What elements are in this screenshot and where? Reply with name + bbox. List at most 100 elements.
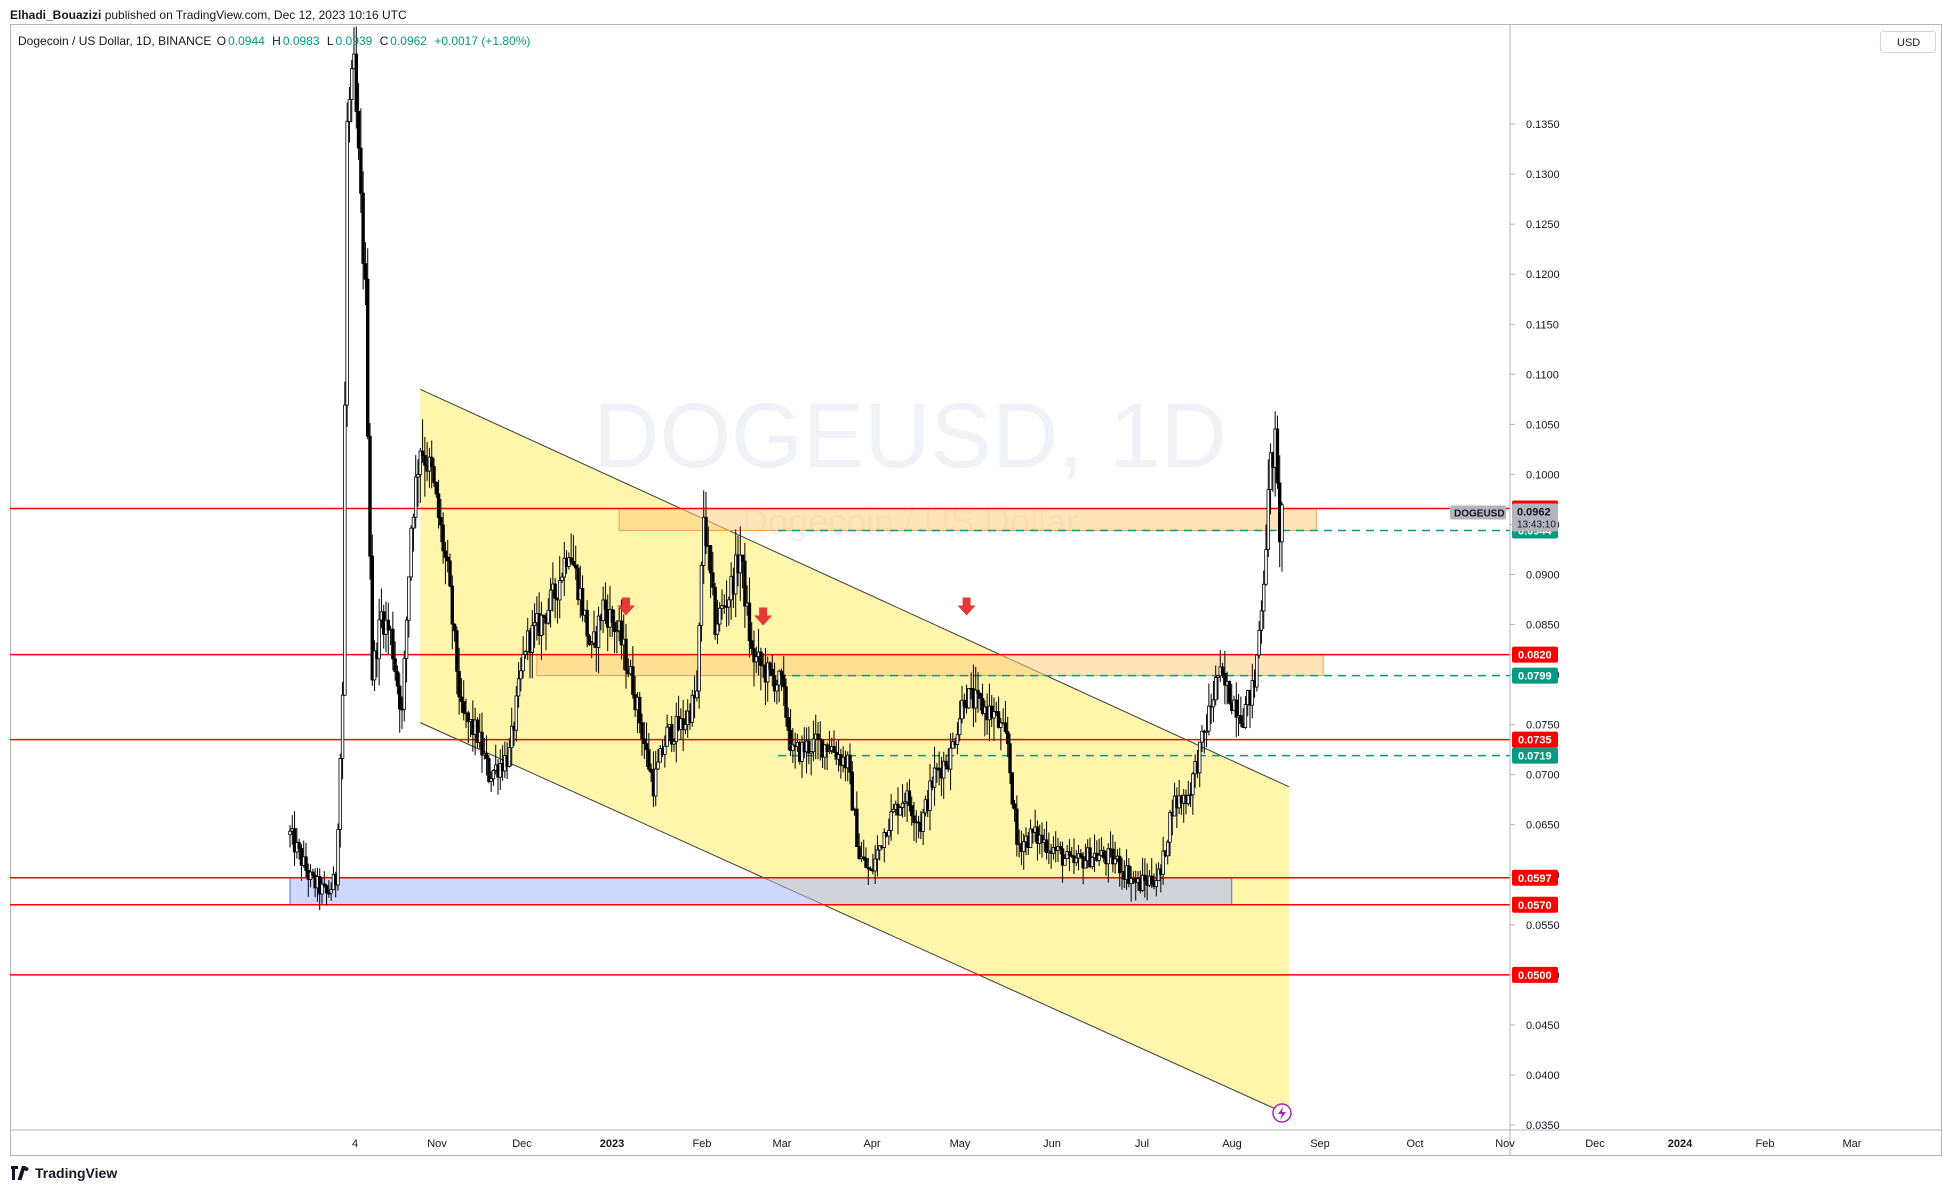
candle[interactable]	[1106, 843, 1110, 883]
candle[interactable]	[878, 845, 882, 861]
candle[interactable]	[601, 586, 605, 633]
candle[interactable]	[786, 707, 790, 751]
candle[interactable]	[1214, 665, 1218, 706]
candle[interactable]	[1207, 683, 1211, 736]
candle[interactable]	[784, 678, 788, 727]
candle[interactable]	[308, 864, 313, 888]
candle[interactable]	[480, 712, 484, 773]
candle[interactable]	[727, 596, 731, 626]
candle[interactable]	[288, 825, 292, 848]
candle[interactable]	[937, 751, 941, 786]
candle[interactable]	[452, 623, 457, 642]
candlestick-series[interactable]	[288, 26, 1284, 911]
candle[interactable]	[713, 583, 717, 640]
candle[interactable]	[448, 553, 452, 588]
candle[interactable]	[624, 623, 628, 689]
candle[interactable]	[740, 554, 745, 589]
candle[interactable]	[1060, 841, 1065, 883]
candle[interactable]	[350, 59, 354, 123]
candle[interactable]	[832, 730, 836, 753]
candle[interactable]	[347, 86, 352, 143]
candle[interactable]	[782, 656, 786, 706]
price-chart[interactable]: DOGEUSD, 1D Dogecoin / US Dollar 0.13500…	[10, 24, 1942, 1156]
candle[interactable]	[569, 533, 573, 565]
candle[interactable]	[1008, 733, 1012, 785]
candle[interactable]	[754, 646, 758, 673]
candle[interactable]	[1127, 858, 1131, 888]
candle[interactable]	[752, 630, 756, 687]
candle[interactable]	[1268, 443, 1273, 515]
candle[interactable]	[857, 833, 861, 860]
candle[interactable]	[359, 108, 363, 213]
candle[interactable]	[672, 738, 676, 752]
candle[interactable]	[738, 526, 742, 601]
candle[interactable]	[487, 755, 491, 784]
candle[interactable]	[320, 878, 324, 904]
candle[interactable]	[363, 242, 368, 306]
candle[interactable]	[1010, 772, 1014, 809]
candle[interactable]	[875, 835, 880, 877]
candle[interactable]	[441, 512, 445, 564]
candle[interactable]	[1250, 663, 1254, 719]
candle[interactable]	[457, 647, 461, 715]
candle[interactable]	[459, 678, 464, 713]
candle[interactable]	[395, 665, 400, 695]
candle[interactable]	[324, 883, 329, 906]
candle[interactable]	[654, 751, 658, 807]
candle[interactable]	[1006, 716, 1010, 758]
candle[interactable]	[1243, 696, 1248, 729]
candle[interactable]	[1266, 459, 1270, 558]
candle[interactable]	[788, 708, 793, 756]
candle[interactable]	[1040, 822, 1044, 858]
candle[interactable]	[1154, 863, 1158, 897]
zone-0[interactable]	[618, 507, 1317, 531]
candle[interactable]	[818, 721, 822, 761]
candle[interactable]	[462, 680, 466, 721]
candle[interactable]	[976, 672, 980, 713]
candle[interactable]	[825, 742, 829, 770]
candle[interactable]	[507, 738, 512, 768]
zone-2[interactable]	[289, 877, 1233, 906]
candle[interactable]	[1097, 838, 1101, 866]
candle[interactable]	[912, 801, 916, 842]
candle[interactable]	[697, 622, 701, 709]
candle[interactable]	[683, 710, 688, 735]
candle[interactable]	[297, 838, 301, 860]
symbol-title[interactable]: Dogecoin / US Dollar, 1D, BINANCE	[18, 34, 212, 48]
candle[interactable]	[647, 733, 651, 772]
candle[interactable]	[546, 598, 550, 625]
candle[interactable]	[759, 647, 763, 691]
candle[interactable]	[1067, 839, 1072, 872]
candle[interactable]	[1262, 570, 1266, 629]
candle[interactable]	[873, 845, 877, 884]
candle[interactable]	[695, 670, 699, 702]
candle[interactable]	[510, 707, 514, 767]
candle[interactable]	[1161, 836, 1165, 885]
candle[interactable]	[916, 815, 921, 839]
candle[interactable]	[329, 882, 333, 901]
candle[interactable]	[907, 779, 912, 812]
candle[interactable]	[734, 529, 738, 618]
candle[interactable]	[791, 728, 795, 763]
candle[interactable]	[1239, 696, 1243, 728]
candle[interactable]	[523, 650, 528, 659]
candle[interactable]	[411, 513, 416, 552]
candle[interactable]	[516, 662, 521, 708]
candle[interactable]	[423, 436, 427, 497]
candle[interactable]	[1188, 782, 1193, 808]
candle[interactable]	[366, 248, 370, 440]
candle[interactable]	[439, 498, 443, 543]
candle[interactable]	[1227, 680, 1232, 705]
currency-button[interactable]: USD	[1880, 31, 1936, 53]
candle[interactable]	[718, 602, 722, 632]
candle[interactable]	[1223, 650, 1227, 705]
candle[interactable]	[775, 679, 779, 705]
candle[interactable]	[1156, 862, 1161, 882]
descending-channel[interactable]	[420, 388, 1290, 1116]
candle[interactable]	[590, 640, 594, 659]
candle[interactable]	[484, 735, 489, 776]
footer-brand[interactable]: TradingView	[10, 1162, 117, 1184]
candle[interactable]	[962, 693, 966, 719]
candle[interactable]	[450, 575, 454, 650]
candle[interactable]	[311, 868, 315, 879]
